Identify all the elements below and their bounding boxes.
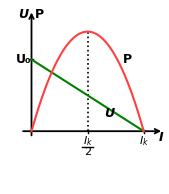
Text: P: P: [123, 53, 132, 66]
Text: $I_k$: $I_k$: [139, 134, 149, 148]
Text: U₀: U₀: [16, 53, 31, 66]
Text: P: P: [35, 8, 44, 21]
Text: U: U: [19, 8, 29, 21]
Text: U: U: [105, 107, 115, 120]
Text: 2: 2: [84, 147, 91, 157]
Text: $I_k$: $I_k$: [83, 134, 93, 148]
Text: I: I: [158, 131, 163, 144]
